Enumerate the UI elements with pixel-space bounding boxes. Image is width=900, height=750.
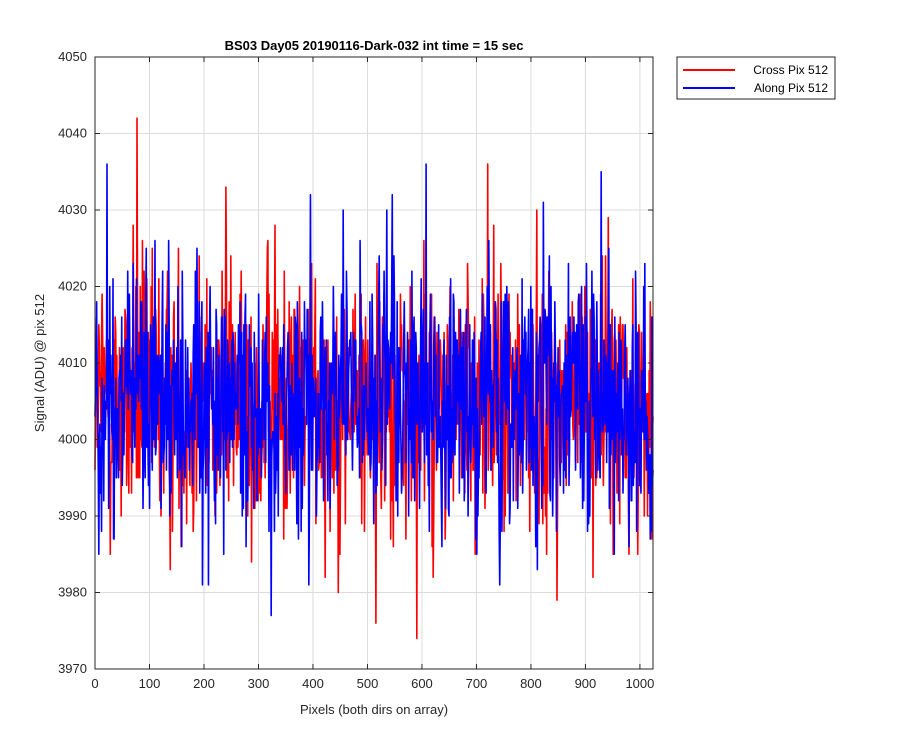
legend-box [676, 56, 836, 100]
x-axis-label: Pixels (both dirs on array) [300, 702, 448, 717]
y-tick-label: 4030 [58, 202, 87, 217]
x-tick-label: 600 [411, 676, 433, 691]
y-tick-label: 4050 [58, 49, 87, 64]
series-layer [94, 117, 654, 640]
y-axis-label: Signal (ADU) @ pix 512 [32, 294, 47, 432]
y-tick-label: 3990 [58, 508, 87, 523]
y-tick-label: 4020 [58, 279, 87, 294]
x-tick-label: 700 [466, 676, 488, 691]
x-tick-label: 0 [91, 676, 98, 691]
series-line-along-pix [94, 163, 654, 617]
x-tick-label: 200 [193, 676, 215, 691]
legend-label-cross: Cross Pix 512 [753, 63, 828, 77]
ticks [94, 56, 653, 670]
x-tick-label: 900 [575, 676, 597, 691]
x-tick-label: 800 [520, 676, 542, 691]
legend-label-along: Along Pix 512 [754, 81, 828, 95]
tick-labels: 0 100 200 300 400 500 600 700 800 900 1000 3970 3980… [58, 49, 654, 691]
y-tick-label: 3970 [58, 661, 87, 676]
y-tick-label: 4000 [58, 432, 87, 447]
x-tick-label: 1000 [625, 676, 654, 691]
legend: Cross Pix 512 Along Pix 512 [676, 56, 836, 100]
y-tick-label: 3980 [58, 585, 87, 600]
x-tick-label: 100 [139, 676, 161, 691]
chart-title: BS03 Day05 20190116-Dark-032 int time = … [225, 38, 524, 53]
x-tick-label: 300 [248, 676, 270, 691]
y-tick-label: 4010 [58, 355, 87, 370]
x-tick-label: 400 [302, 676, 324, 691]
y-tick-label: 4040 [58, 126, 87, 141]
x-tick-label: 500 [357, 676, 379, 691]
